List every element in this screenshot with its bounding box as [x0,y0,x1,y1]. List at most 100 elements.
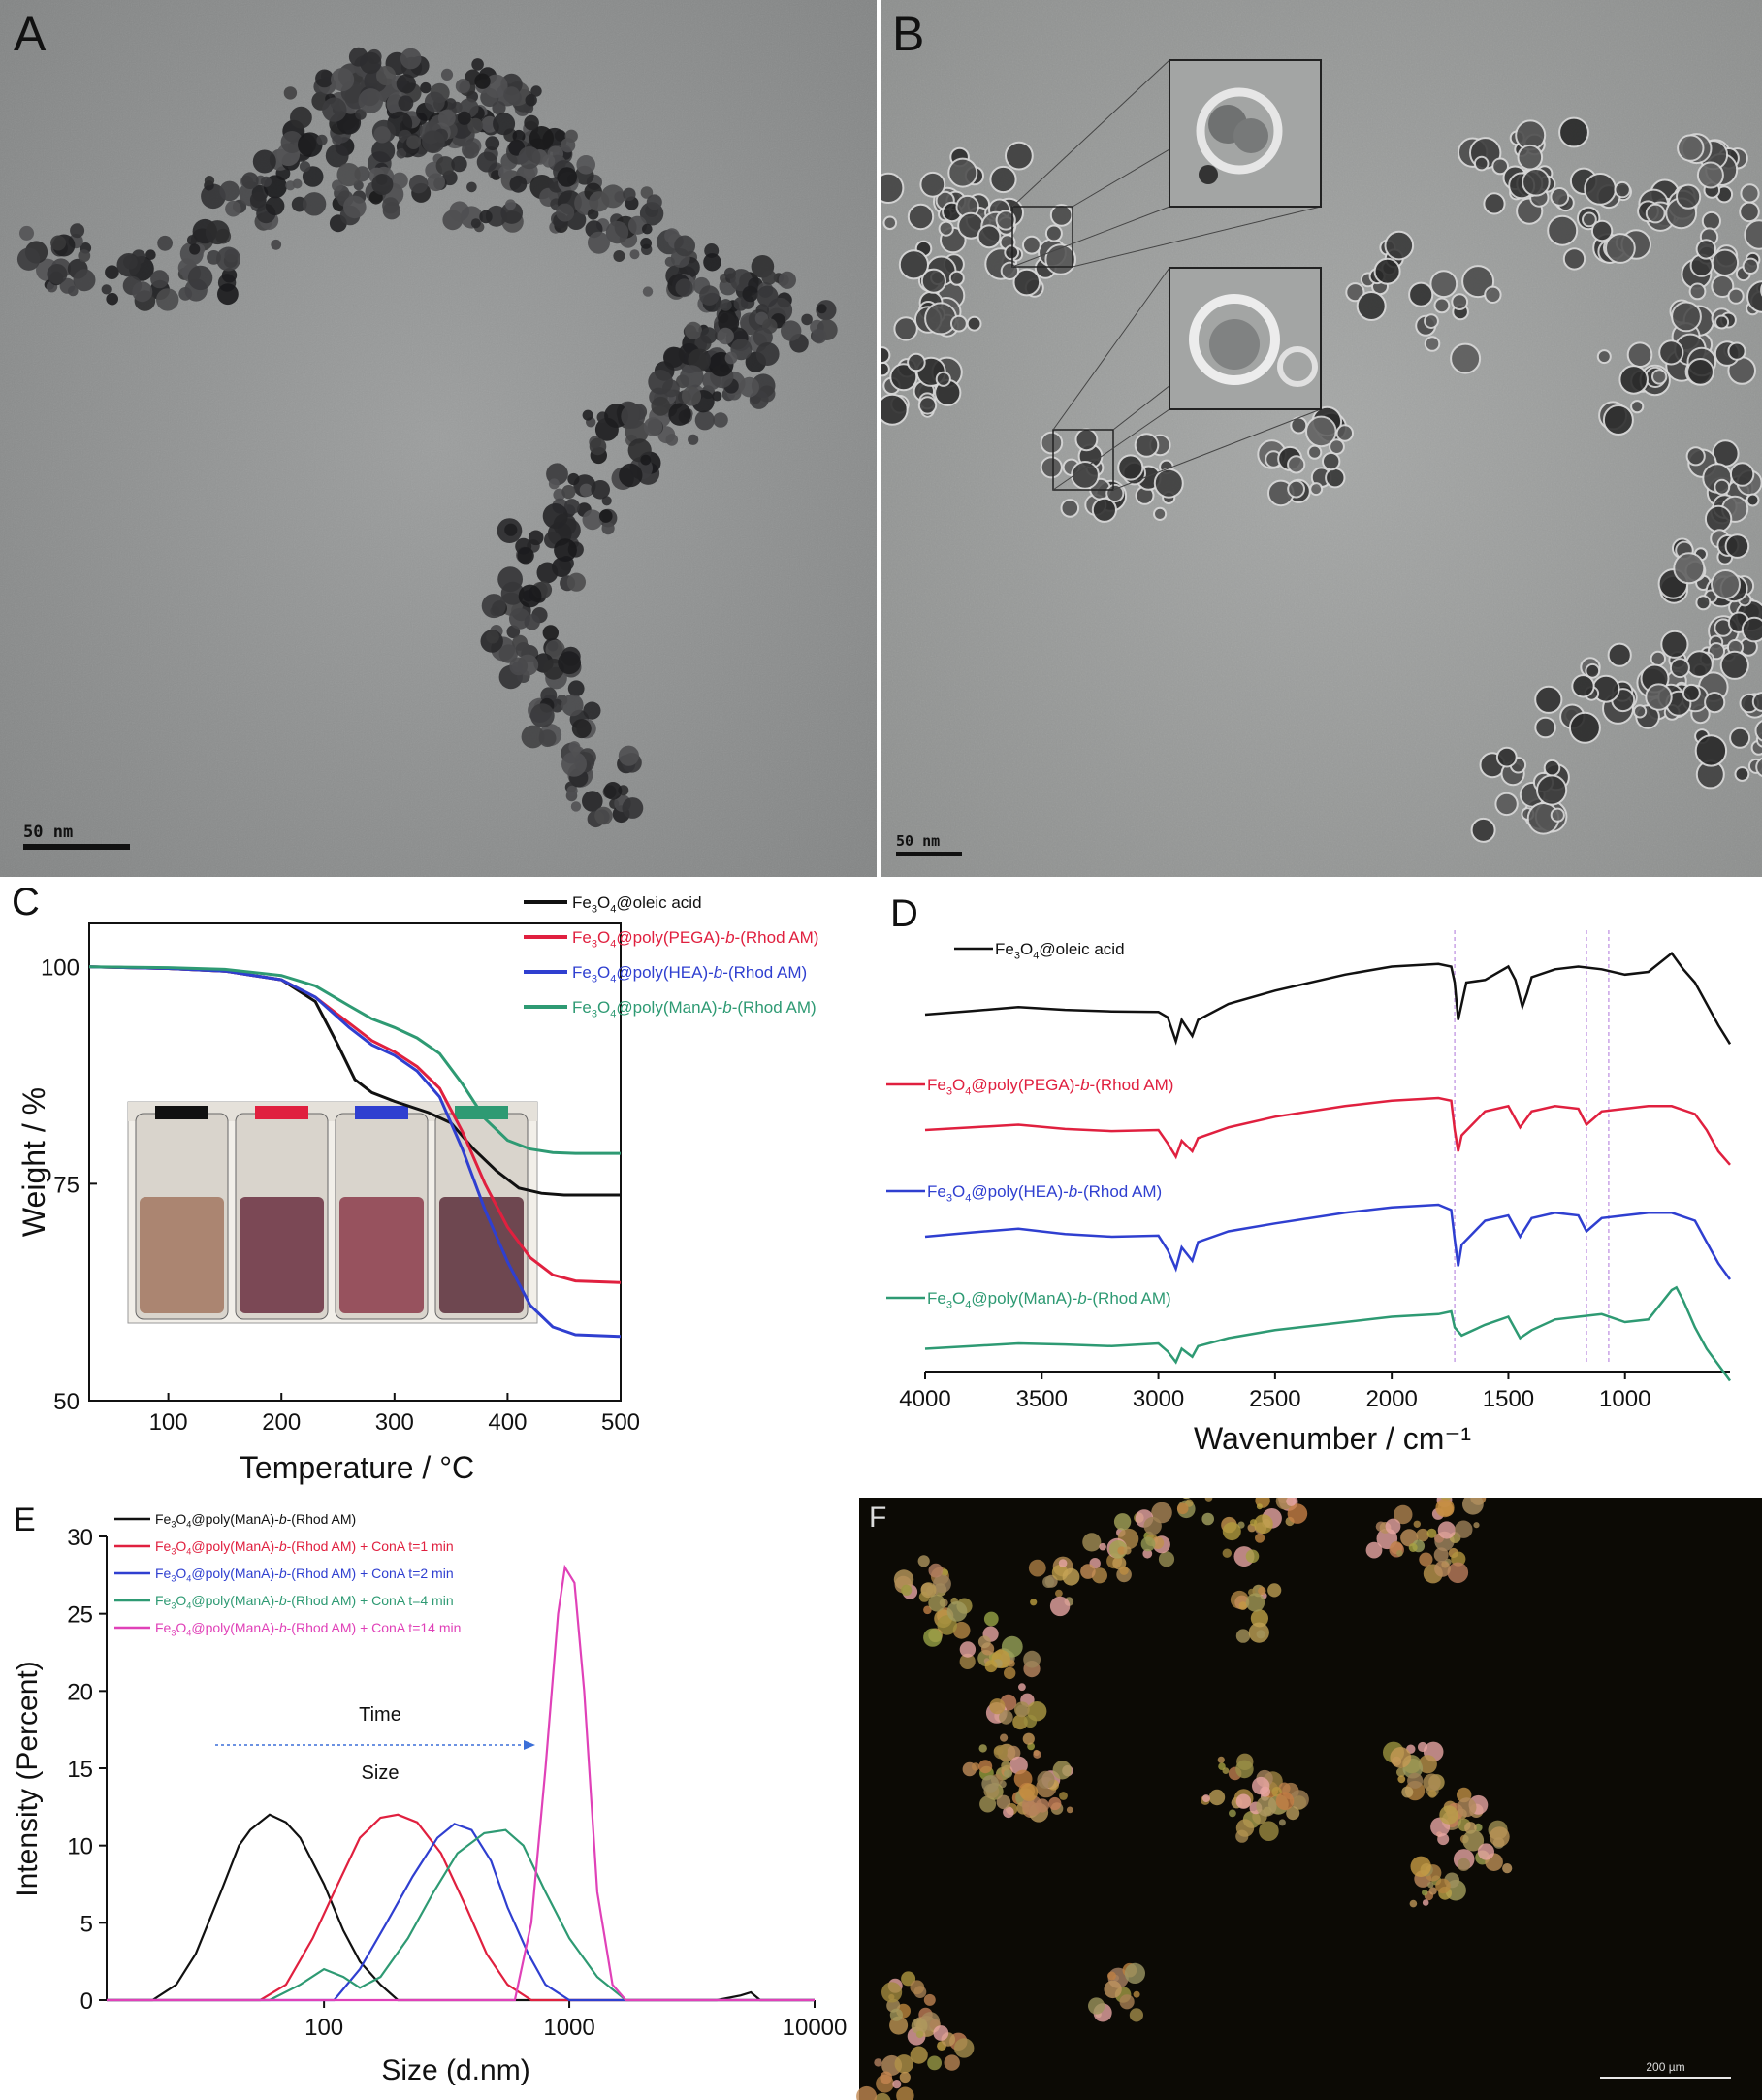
vesicle [1534,685,1563,714]
nanoparticle [613,250,625,262]
vial-liquid [140,1197,224,1313]
fluorescent-particle [979,1795,997,1813]
nanoparticle [391,172,408,189]
nanoparticle [249,191,267,209]
vesicle [948,270,965,286]
nanoparticle [542,154,556,168]
legend-label: Fe3O4@poly(ManA)-b-(Rhod AM) + ConA t=4 … [155,1593,454,1611]
annotation-time: Time [359,1704,401,1726]
nanoparticle [285,180,296,191]
x-tick-label: 1000 [543,2015,594,2041]
vesicle [1309,482,1324,497]
nanoparticle [724,351,738,365]
panel-label-b: B [892,7,925,61]
fluorescent-particle [1123,1546,1132,1555]
vesicle [989,165,1017,194]
fluorescent-particle [1286,1806,1300,1821]
nanoparticle [664,228,680,243]
vesicle [938,220,954,237]
fluorescent-particle [1267,1583,1282,1598]
fluorescent-particle [1028,1559,1046,1577]
vesicle [1719,650,1749,680]
fluorescent-particle [993,1745,1009,1760]
nanoparticle [817,304,827,314]
fluorescent-particle [978,1744,987,1753]
nanoparticle [470,218,481,229]
panel-c-tga-chart: C 100 200 300 400 500 50 75 100 Temperature / °C… [0,877,877,1498]
panel-f-fluorescence-image: F 200 µm [853,1498,1762,2100]
x-tick-label: 2000 [1365,1386,1417,1412]
vesicle [1105,483,1125,503]
vesicle [1585,662,1601,679]
nanoparticle [492,101,506,115]
vesicle [1618,365,1650,395]
x-tick-label: 500 [601,1409,640,1436]
fluorescent-particle [1222,1522,1241,1541]
nanoparticle [19,225,34,241]
nanoparticle [481,594,506,619]
fluorescent-particle [959,1641,977,1658]
fluorescent-particle [1396,1550,1403,1557]
chart-e: 100 1000 10000 0 5 10 15 20 25 30 Size (d.nm) Inten… [12,1511,847,2086]
nanoparticle [642,286,654,297]
legend-label: Fe3O4@poly(ManA)-b-(Rhod AM) + ConA t=1 … [155,1538,454,1557]
nanoparticle [145,249,156,261]
x-tick-label: 3500 [1016,1386,1068,1412]
nanoparticle [591,480,610,500]
legend-label: Fe3O4@poly(ManA)-b-(Rhod AM) [572,998,817,1019]
nanoparticle [582,791,603,812]
vesicle [1673,552,1706,585]
nanoparticle [554,129,566,142]
fluorescent-particle [1176,1502,1189,1515]
fluorescent-particle [1066,1806,1073,1814]
inset-zoom-1 [1169,59,1322,208]
vesicle [1740,183,1760,204]
nanoparticle [665,434,679,446]
vesicle [1694,734,1728,767]
nanoparticle [315,69,334,88]
vesicle [1335,424,1354,442]
tem-image-b [881,0,1762,877]
nanoparticle [500,581,525,605]
nanoparticle [455,79,470,94]
nanoparticle [579,483,593,497]
panel-label-e: E [14,1502,36,1538]
zoom-box-2 [1052,429,1114,491]
fluorescent-particle [1012,1714,1028,1730]
fluorescent-particle [1401,1786,1414,1798]
nanoparticle [505,199,516,210]
fluorescent-particle [1287,1503,1308,1524]
vesicle [1755,757,1762,777]
vesicle [1424,313,1439,330]
nanoparticle [373,126,391,144]
vesicle [1645,203,1666,224]
nanoparticle [132,281,153,303]
nanoparticle [681,386,702,406]
fluorescent-particle [1289,1790,1309,1810]
fluorescent-particle [1462,1829,1485,1852]
fluorescent-particle [1457,1858,1471,1871]
fluorescent-particle [1006,1745,1021,1761]
nanoparticle [298,132,323,157]
fluorescent-particle [952,1621,971,1639]
nanoparticle [778,271,797,289]
vesicle [1724,533,1750,559]
vesicle [1669,658,1690,679]
fluorescent-particle [1042,1576,1055,1588]
nanoparticle [623,187,636,201]
panel-label-c: C [12,881,40,923]
panel-d-ftir-chart: D 4000 3500 3000 2500 2000 1500 1000 Wavenumber… [877,877,1762,1498]
fluorescent-particle [1119,1994,1135,2010]
fluorescent-particle [923,1993,936,2006]
vesicle [1741,616,1762,643]
nanoparticle [561,485,576,500]
vesicle [1744,219,1762,250]
y-tick-label: 20 [67,1679,93,1705]
nanoparticle [398,95,414,112]
nanoparticle [582,509,603,531]
nanoparticle [376,65,397,86]
x-tick-label: 4000 [899,1386,950,1412]
vesicle [881,393,909,426]
nanoparticle [101,284,112,295]
fluorescent-particle [1455,1520,1473,1538]
